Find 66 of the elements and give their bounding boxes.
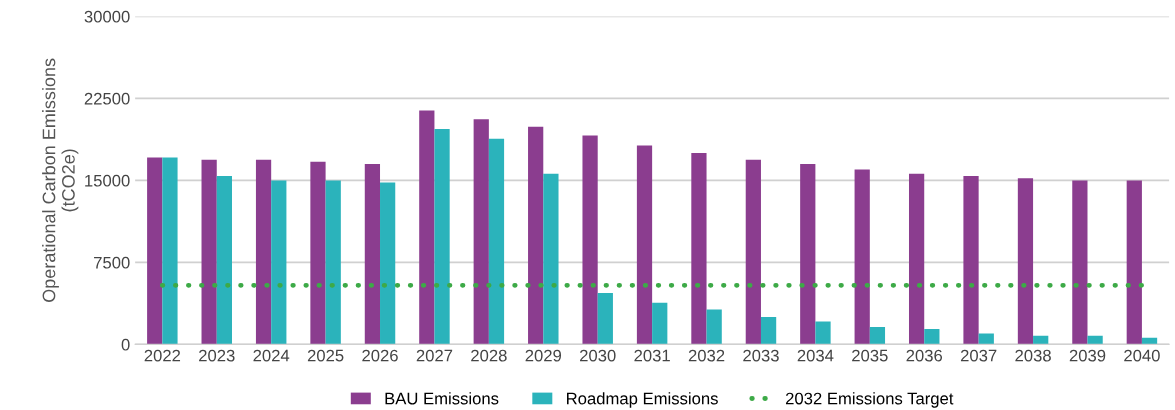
x-tick-label: 2032	[688, 349, 725, 362]
y-axis-title: Operational Carbon Emissions (tCO2e)	[42, 58, 79, 302]
bar	[745, 159, 761, 345]
bar	[924, 329, 940, 345]
bar	[528, 126, 544, 345]
x-tick-label: 2030	[580, 349, 616, 362]
bar	[706, 309, 722, 345]
x-tick-label: 2037	[960, 349, 997, 362]
legend-label: Roadmap Emissions	[567, 392, 718, 408]
bar	[162, 157, 178, 345]
x-tick-label: 2028	[471, 349, 507, 362]
y-tick-label: 30000	[84, 10, 130, 23]
y-tick-label: 15000	[85, 174, 130, 187]
x-tick-label: 2034	[797, 349, 834, 362]
x-tick-label: 2036	[906, 349, 943, 362]
bar	[147, 157, 163, 345]
x-tick-label: 2023	[199, 349, 235, 362]
bar	[543, 173, 559, 345]
bar	[271, 180, 287, 345]
bar	[364, 164, 381, 345]
x-tick-label: 2026	[362, 349, 398, 362]
bar	[963, 176, 979, 345]
x-tick-label: 2039	[1069, 349, 1106, 362]
bar	[216, 176, 232, 345]
bar	[691, 153, 707, 345]
x-tick-label: 2029	[525, 349, 562, 362]
x-tick-label: 2040	[1124, 349, 1160, 362]
bar	[1087, 335, 1103, 345]
x-tick-label: 2027	[416, 349, 453, 362]
bar	[1126, 180, 1142, 345]
x-tick-label: 2024	[253, 349, 290, 362]
y-tick-label: 7500	[94, 256, 130, 269]
bar	[582, 135, 598, 345]
x-tick-label: 2025	[307, 349, 344, 362]
bar	[488, 138, 505, 345]
bar	[854, 169, 870, 345]
bar	[1141, 337, 1158, 345]
bar	[1017, 178, 1034, 345]
bar	[978, 333, 994, 345]
bar	[815, 321, 831, 345]
bar	[325, 180, 341, 345]
bar	[473, 119, 489, 345]
bar	[419, 110, 435, 345]
legend-label: BAU Emissions	[385, 392, 499, 405]
bar	[1072, 180, 1088, 345]
bar	[310, 161, 326, 345]
x-tick-label: 2031	[634, 349, 670, 362]
x-tick-label: 2033	[743, 349, 779, 362]
legend-label: 2032 Emissions Target	[785, 392, 954, 408]
bar	[636, 145, 653, 345]
y-tick-label: 22500	[84, 92, 130, 105]
bar	[1033, 335, 1049, 345]
bar	[255, 159, 272, 345]
bar	[201, 159, 217, 345]
x-tick-label: 2022	[144, 349, 181, 362]
bar	[800, 164, 816, 345]
bar	[434, 129, 450, 345]
bar	[652, 302, 668, 345]
bar	[760, 317, 777, 345]
x-tick-label: 2035	[852, 349, 888, 362]
bar	[597, 293, 613, 345]
bar	[380, 182, 396, 345]
x-tick-label: 2038	[1015, 349, 1051, 362]
bar	[908, 173, 925, 345]
y-tick-label: 0	[121, 338, 130, 351]
bar	[869, 326, 886, 345]
